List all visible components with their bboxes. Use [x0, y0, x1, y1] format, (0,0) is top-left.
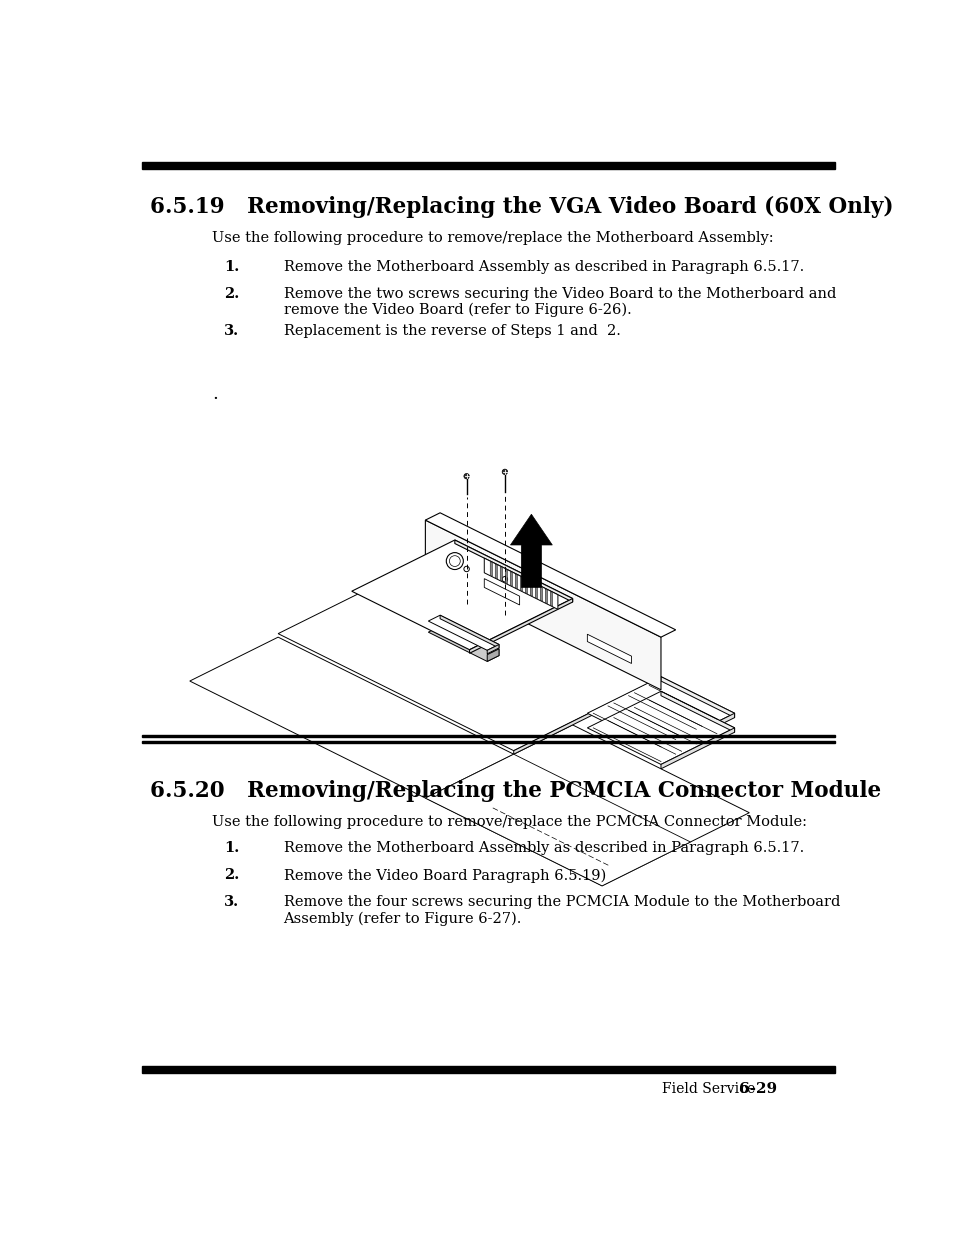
- Text: Use the following procedure to remove/replace the Motherboard Assembly:: Use the following procedure to remove/re…: [212, 231, 773, 246]
- Bar: [142, 1066, 835, 1073]
- Polygon shape: [660, 727, 734, 769]
- Text: Remove the four screws securing the PCMCIA Module to the Motherboard
Assembly (r: Remove the four screws securing the PCMC…: [283, 895, 839, 926]
- Text: Replacement is the reverse of Steps 1 and  2.: Replacement is the reverse of Steps 1 an…: [283, 324, 619, 337]
- Polygon shape: [587, 677, 734, 750]
- Text: Remove the Motherboard Assembly as described in Paragraph 6.5.17.: Remove the Motherboard Assembly as descr…: [283, 841, 803, 855]
- Polygon shape: [425, 725, 748, 885]
- Polygon shape: [510, 514, 552, 588]
- Circle shape: [446, 552, 463, 569]
- Circle shape: [449, 556, 459, 567]
- Circle shape: [501, 469, 507, 474]
- Polygon shape: [469, 599, 572, 653]
- Polygon shape: [587, 692, 734, 764]
- Polygon shape: [535, 584, 537, 599]
- Polygon shape: [510, 572, 512, 587]
- Polygon shape: [513, 678, 660, 755]
- Polygon shape: [487, 645, 498, 653]
- Polygon shape: [660, 677, 734, 718]
- Polygon shape: [190, 637, 513, 798]
- Text: 1.: 1.: [224, 841, 239, 855]
- Polygon shape: [439, 615, 498, 648]
- Bar: [142, 162, 835, 169]
- Polygon shape: [425, 520, 660, 690]
- Text: Remove the Motherboard Assembly as described in Paragraph 6.5.17.: Remove the Motherboard Assembly as descr…: [283, 259, 803, 274]
- Polygon shape: [550, 592, 552, 606]
- Polygon shape: [545, 589, 547, 604]
- Text: Field Service: Field Service: [661, 1082, 754, 1097]
- Polygon shape: [539, 587, 542, 601]
- Text: 6.5.19   Removing/Replacing the VGA Video Board (60X Only): 6.5.19 Removing/Replacing the VGA Video …: [150, 196, 893, 219]
- Polygon shape: [530, 582, 532, 597]
- Polygon shape: [439, 620, 498, 656]
- Polygon shape: [425, 561, 660, 680]
- Polygon shape: [499, 567, 502, 582]
- Polygon shape: [484, 579, 519, 605]
- Polygon shape: [505, 569, 507, 584]
- Text: .: .: [212, 384, 218, 403]
- Polygon shape: [519, 577, 522, 592]
- Text: 2.: 2.: [224, 287, 239, 301]
- Polygon shape: [352, 540, 572, 650]
- Circle shape: [501, 611, 507, 618]
- Text: 6.5.20   Removing/Replacing the PCMCIA Connector Module: 6.5.20 Removing/Replacing the PCMCIA Con…: [150, 779, 881, 802]
- Polygon shape: [484, 558, 558, 609]
- Text: 3.: 3.: [224, 895, 239, 909]
- Text: 1.: 1.: [224, 259, 239, 274]
- Circle shape: [463, 567, 469, 572]
- Circle shape: [501, 577, 507, 582]
- Circle shape: [463, 473, 469, 479]
- Text: Remove the Video Board Paragraph 6.5.19): Remove the Video Board Paragraph 6.5.19): [283, 868, 605, 883]
- Text: 6-29: 6-29: [739, 1082, 777, 1097]
- Polygon shape: [425, 513, 675, 637]
- Polygon shape: [490, 562, 492, 577]
- Bar: [142, 741, 835, 743]
- Polygon shape: [587, 635, 631, 663]
- Polygon shape: [428, 626, 498, 662]
- Polygon shape: [278, 561, 660, 751]
- Polygon shape: [455, 540, 572, 601]
- Polygon shape: [425, 755, 690, 885]
- Text: Use the following procedure to remove/replace the PCMCIA Connector Module:: Use the following procedure to remove/re…: [212, 815, 806, 829]
- Polygon shape: [515, 574, 517, 589]
- Polygon shape: [660, 714, 734, 755]
- Text: Remove the two screws securing the Video Board to the Motherboard and
remove the: Remove the two screws securing the Video…: [283, 287, 835, 317]
- Polygon shape: [660, 692, 734, 732]
- Bar: [142, 735, 835, 737]
- Polygon shape: [428, 615, 498, 651]
- Text: 2.: 2.: [224, 868, 239, 882]
- Circle shape: [463, 601, 469, 606]
- Polygon shape: [525, 579, 527, 594]
- Text: 3.: 3.: [224, 324, 239, 337]
- Polygon shape: [487, 648, 498, 662]
- Polygon shape: [495, 564, 497, 579]
